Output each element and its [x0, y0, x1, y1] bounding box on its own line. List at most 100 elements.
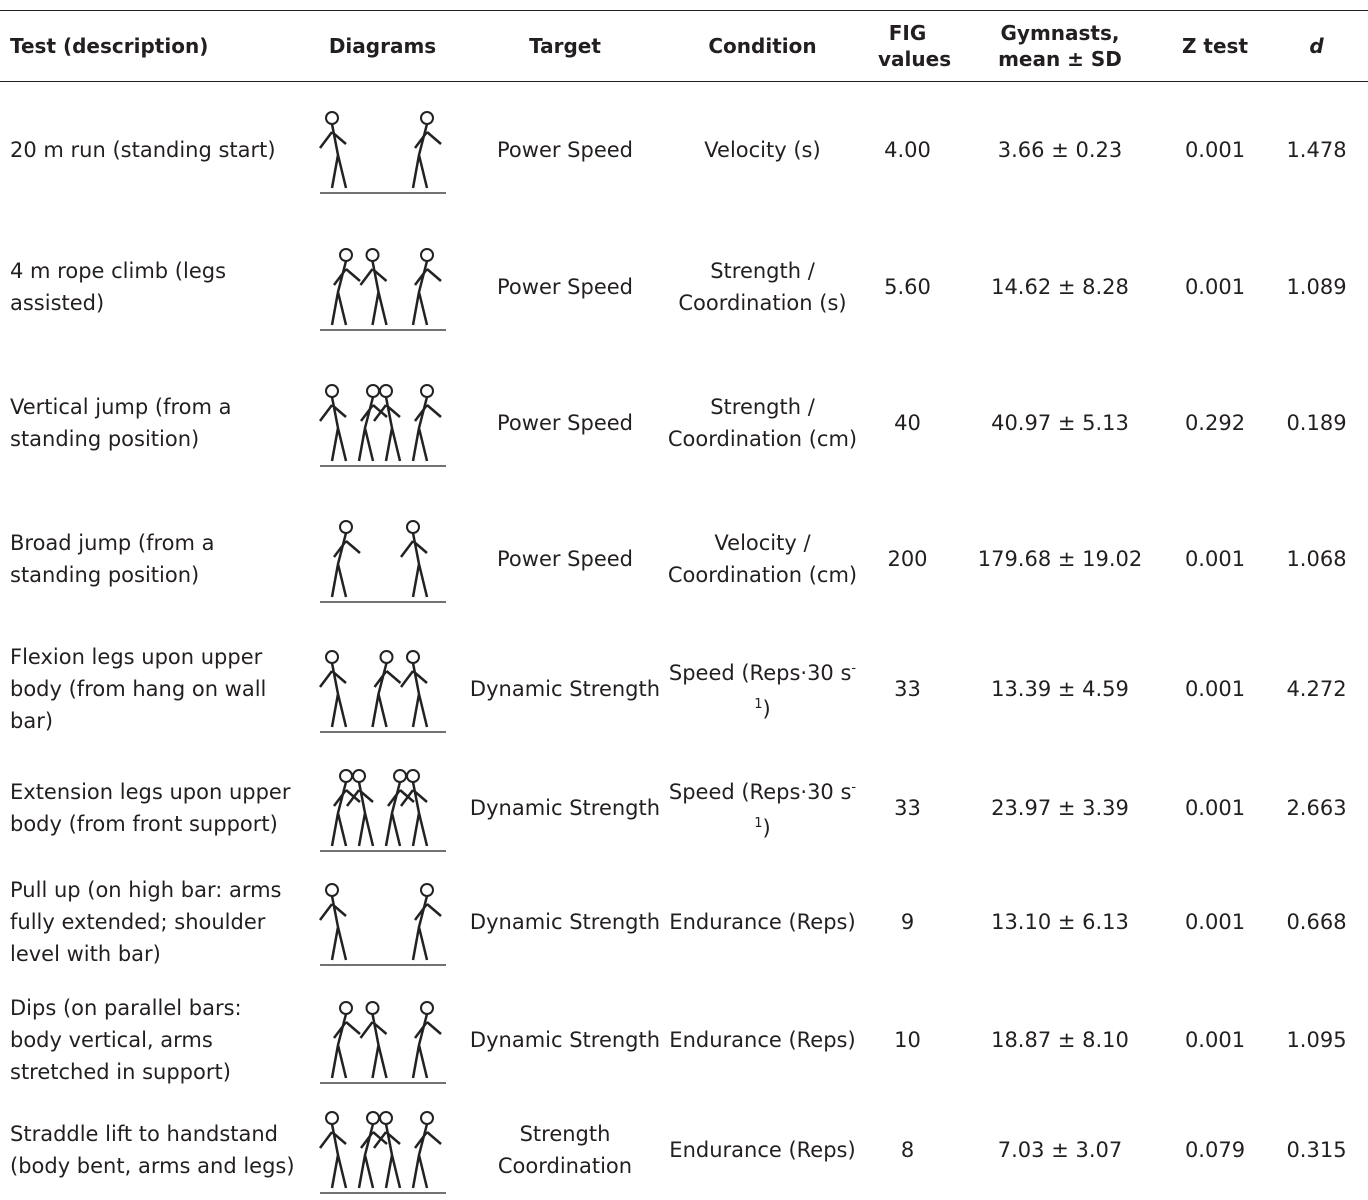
diagram	[318, 990, 448, 1090]
condition-text: Speed (Reps·30 s	[669, 780, 852, 804]
z-cell: 0.001	[1165, 865, 1265, 980]
header-cell: FIG values	[860, 11, 955, 82]
z-cell: 0.001	[1165, 627, 1265, 752]
table-row: 20 m run (standing start) Power Speed Velo…	[0, 82, 1368, 219]
table-row: Straddle lift to handstand (body bent, a…	[0, 1100, 1368, 1200]
diagram	[318, 1100, 448, 1200]
fig-cell: 33	[860, 627, 955, 752]
table-row: Broad jump (from a standing position) Pow…	[0, 491, 1368, 627]
z-cell: 0.292	[1165, 355, 1265, 491]
gymnasts-cell: 13.10 ± 6.13	[955, 865, 1165, 980]
target-cell: Strength Coordination	[465, 1100, 665, 1200]
fig-cell: 200	[860, 491, 955, 627]
condition-cell: Speed (Reps·30 s-1)	[665, 627, 860, 752]
d-cell: 1.068	[1265, 491, 1368, 627]
diagram-cell	[300, 491, 465, 627]
z-cell: 0.001	[1165, 980, 1265, 1100]
z-cell: 0.001	[1165, 219, 1265, 355]
target-cell: Dynamic Strength	[465, 752, 665, 865]
condition-text: Endurance (Reps)	[669, 1138, 855, 1162]
condition-cell: Speed (Reps·30 s-1)	[665, 752, 860, 865]
z-cell: 0.001	[1165, 491, 1265, 627]
fig-cell: 10	[860, 980, 955, 1100]
target-cell: Dynamic Strength	[465, 865, 665, 980]
diagram	[318, 373, 448, 473]
d-cell: 1.478	[1265, 82, 1368, 219]
test-cell: Extension legs upon upper body (from fro…	[0, 752, 300, 865]
diagram-cell	[300, 627, 465, 752]
table-row: 4 m rope climb (legs assisted) Power Spee…	[0, 219, 1368, 355]
gymnasts-cell: 14.62 ± 8.28	[955, 219, 1165, 355]
fig-cell: 33	[860, 752, 955, 865]
header-cell: Condition	[665, 11, 860, 82]
diagram	[318, 758, 448, 858]
diagram	[318, 509, 448, 609]
target-cell: Power Speed	[465, 355, 665, 491]
diagram	[318, 100, 448, 200]
condition-cell: Endurance (Reps)	[665, 1100, 860, 1200]
table-row: Pull up (on high bar: arms fully extende…	[0, 865, 1368, 980]
diagram-cell	[300, 752, 465, 865]
condition-cell: Velocity / Coordination (cm)	[665, 491, 860, 627]
condition-cell: Strength / Coordination (cm)	[665, 355, 860, 491]
test-cell: Flexion legs upon upper body (from hang …	[0, 627, 300, 752]
condition-text: )	[763, 816, 771, 840]
gymnasts-cell: 40.97 ± 5.13	[955, 355, 1165, 491]
table-row: Extension legs upon upper body (from fro…	[0, 752, 1368, 865]
condition-cell: Velocity (s)	[665, 82, 860, 219]
condition-cell: Strength / Coordination (s)	[665, 219, 860, 355]
gymnasts-cell: 7.03 ± 3.07	[955, 1100, 1165, 1200]
d-cell: 0.315	[1265, 1100, 1368, 1200]
gymnasts-cell: 23.97 ± 3.39	[955, 752, 1165, 865]
header-cell: Gymnasts, mean ± SD	[955, 11, 1165, 82]
fig-cell: 4.00	[860, 82, 955, 219]
target-cell: Power Speed	[465, 491, 665, 627]
condition-text: Endurance (Reps)	[669, 1028, 855, 1052]
test-cell: 4 m rope climb (legs assisted)	[0, 219, 300, 355]
target-cell: Power Speed	[465, 82, 665, 219]
diagram-cell	[300, 865, 465, 980]
condition-text: Strength / Coordination (s)	[678, 259, 846, 315]
d-cell: 1.089	[1265, 219, 1368, 355]
header-cell: d	[1265, 11, 1368, 82]
test-cell: Vertical jump (from a standing position)	[0, 355, 300, 491]
diagram-cell	[300, 82, 465, 219]
d-cell: 1.095	[1265, 980, 1368, 1100]
z-cell: 0.001	[1165, 752, 1265, 865]
target-cell: Dynamic Strength	[465, 980, 665, 1100]
d-cell: 4.272	[1265, 627, 1368, 752]
test-cell: Broad jump (from a standing position)	[0, 491, 300, 627]
condition-cell: Endurance (Reps)	[665, 980, 860, 1100]
header-cell: Z test	[1165, 11, 1265, 82]
table-row: Flexion legs upon upper body (from hang …	[0, 627, 1368, 752]
diagram	[318, 639, 448, 739]
test-cell: Dips (on parallel bars: body vertical, a…	[0, 980, 300, 1100]
d-cell: 0.668	[1265, 865, 1368, 980]
diagram-cell	[300, 1100, 465, 1200]
diagram-cell	[300, 355, 465, 491]
test-cell: Straddle lift to handstand (body bent, a…	[0, 1100, 300, 1200]
gymnasts-cell: 18.87 ± 8.10	[955, 980, 1165, 1100]
condition-text: Endurance (Reps)	[669, 910, 855, 934]
condition-text: Velocity (s)	[704, 138, 820, 162]
gymnasts-cell: 3.66 ± 0.23	[955, 82, 1165, 219]
table-row: Vertical jump (from a standing position)…	[0, 355, 1368, 491]
test-cell: 20 m run (standing start)	[0, 82, 300, 219]
gymnasts-cell: 179.68 ± 19.02	[955, 491, 1165, 627]
diagram-cell	[300, 219, 465, 355]
target-cell: Power Speed	[465, 219, 665, 355]
gymnasts-cell: 13.39 ± 4.59	[955, 627, 1165, 752]
test-cell: Pull up (on high bar: arms fully extende…	[0, 865, 300, 980]
diagram	[318, 237, 448, 337]
condition-text: Velocity / Coordination (cm)	[668, 531, 857, 587]
d-cell: 0.189	[1265, 355, 1368, 491]
condition-text: Speed (Reps·30 s	[669, 661, 852, 685]
z-cell: 0.001	[1165, 82, 1265, 219]
z-cell: 0.079	[1165, 1100, 1265, 1200]
table-row: Dips (on parallel bars: body vertical, a…	[0, 980, 1368, 1100]
fig-cell: 5.60	[860, 219, 955, 355]
header-cell: Target	[465, 11, 665, 82]
